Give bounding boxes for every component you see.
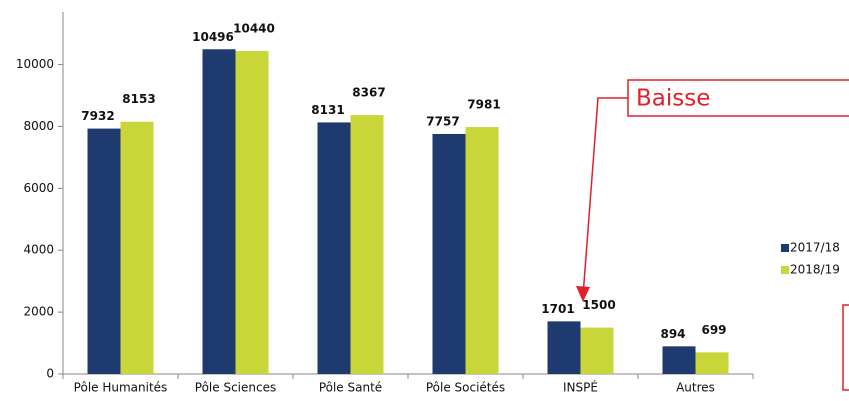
legend-swatch: [781, 266, 789, 274]
bar: [87, 128, 121, 374]
bar: [432, 133, 466, 374]
legend-label: 2017/18: [790, 241, 840, 255]
bar: [465, 127, 499, 374]
bar: [547, 321, 581, 374]
value-label: 8131: [311, 103, 344, 117]
value-label: 10440: [233, 21, 275, 35]
arrow-head: [576, 286, 590, 302]
bar: [695, 352, 729, 374]
annotation: Baisse: [636, 86, 710, 112]
y-tick-label: 0: [46, 367, 54, 381]
value-label: 8367: [352, 86, 385, 100]
bar: [580, 327, 614, 374]
x-tick-label: Pôle Santé: [319, 381, 382, 395]
bar: [350, 115, 384, 374]
y-tick-label: 4000: [23, 243, 54, 257]
y-tick-label: 2000: [23, 305, 54, 319]
legend-swatch: [781, 244, 789, 252]
x-tick-label: Pôle Sociétés: [426, 381, 505, 395]
value-label: 10496: [192, 30, 234, 44]
value-label: 1701: [541, 302, 574, 316]
value-label: 894: [660, 327, 685, 341]
x-tick-label: INSPÉ: [563, 380, 598, 395]
legend-label: 2018/19: [790, 263, 840, 277]
y-tick-label: 8000: [23, 119, 54, 133]
value-label: 7757: [426, 114, 459, 128]
value-label: 1500: [582, 298, 615, 312]
y-tick-label: 6000: [23, 181, 54, 195]
x-tick-label: Pôle Humanités: [74, 381, 168, 395]
bar: [317, 122, 351, 374]
value-label: 699: [701, 323, 726, 337]
bar: [202, 49, 236, 375]
y-tick-label: 10000: [16, 57, 54, 71]
value-label: 8153: [122, 92, 155, 106]
annotation-arrow: [582, 97, 628, 297]
x-tick-label: Pôle Sciences: [195, 381, 276, 395]
partial-box: [842, 304, 849, 391]
bar: [235, 50, 269, 374]
bar: [662, 346, 696, 374]
value-label: 7932: [81, 109, 114, 123]
bar: [120, 121, 154, 375]
value-label: 7981: [467, 98, 500, 112]
x-tick-label: Autres: [676, 381, 715, 395]
